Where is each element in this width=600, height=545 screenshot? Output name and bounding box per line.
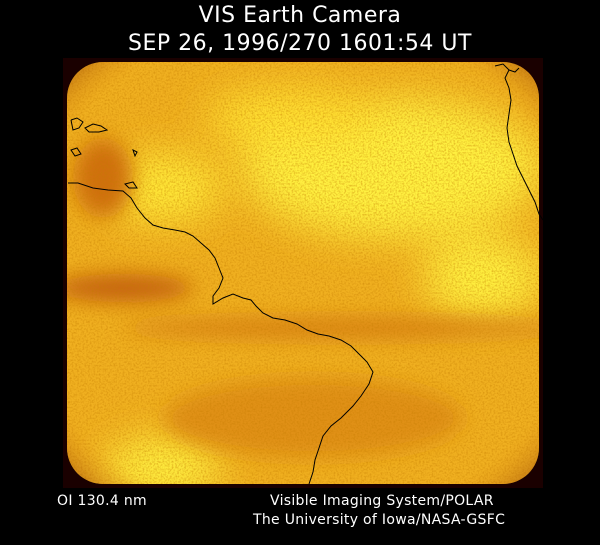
image-title: VIS Earth Camera	[198, 3, 402, 28]
coastline-outline	[68, 63, 543, 485]
earth-image-svg	[67, 62, 543, 485]
instrument-label: Visible Imaging System/POLAR	[270, 493, 494, 509]
airglow-field	[67, 62, 539, 484]
filter-wavelength-label: OI 130.4 nm	[57, 493, 147, 509]
earth-image	[63, 58, 543, 488]
image-timestamp: SEP 26, 1996/270 1601:54 UT	[128, 31, 472, 56]
affiliation-label: The University of Iowa/NASA-GSFC	[253, 512, 506, 528]
